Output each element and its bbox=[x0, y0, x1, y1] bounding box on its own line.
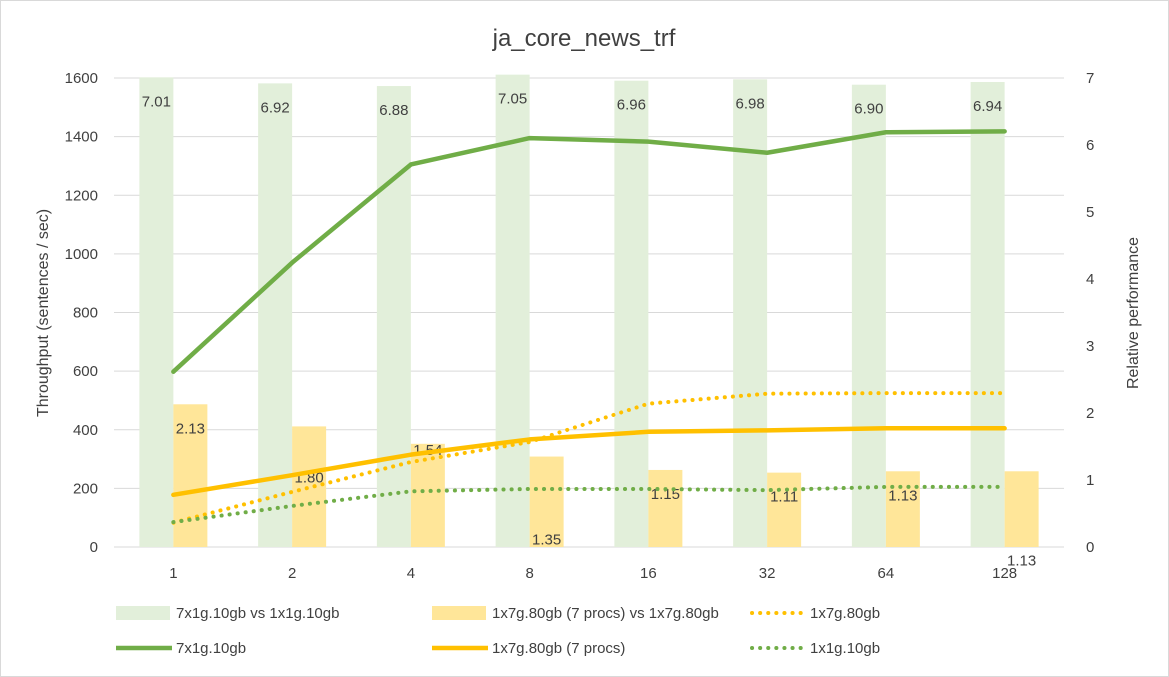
series-line bbox=[171, 129, 1007, 374]
legend-item: 1x7g.80gb (7 procs) bbox=[432, 640, 625, 657]
x-tick-label: 1 bbox=[169, 565, 177, 582]
legend-label: 1x1g.10gb bbox=[810, 640, 880, 657]
bar-speedup-7x1g bbox=[376, 86, 411, 547]
x-tick-label: 128 bbox=[992, 565, 1017, 582]
legend-item: 1x7g.80gb bbox=[750, 605, 880, 622]
y2-tick-label: 2 bbox=[1086, 405, 1094, 422]
y-tick-label: 800 bbox=[73, 305, 98, 322]
y-tick-label: 1400 bbox=[65, 129, 98, 146]
bar-speedup-7x1g bbox=[970, 82, 1005, 548]
chart-title: ja_core_news_trf bbox=[492, 25, 676, 52]
bar-speedup-7x1g bbox=[614, 80, 649, 548]
legend-label: 7x1g.10gb bbox=[176, 640, 246, 657]
x-tick-label: 64 bbox=[878, 565, 895, 582]
bar-speedup-7procs bbox=[292, 426, 327, 547]
series-line-dotted bbox=[171, 391, 1007, 525]
bar-data-label: 2.13 bbox=[176, 420, 205, 437]
y-tick-label: 1000 bbox=[65, 246, 98, 263]
bar-speedup-7procs bbox=[767, 472, 802, 547]
x-axis-ticks: 1 2 4 8 16 32 64 128 bbox=[169, 565, 1017, 582]
y2-tick-label: 1 bbox=[1086, 472, 1094, 489]
y-tick-label: 1600 bbox=[65, 70, 98, 87]
legend-item: 1x7g.80gb (7 procs) vs 1x7g.80gb bbox=[432, 605, 719, 622]
bar-speedup-7x1g bbox=[139, 77, 174, 547]
legend-item: 7x1g.10gb bbox=[116, 640, 246, 657]
y2-axis-label: Relative performance bbox=[1125, 237, 1142, 389]
series-line bbox=[171, 426, 1007, 498]
bar-speedup-7x1g bbox=[258, 83, 293, 548]
bar-speedup-7procs bbox=[1004, 471, 1039, 547]
y-tick-label: 600 bbox=[73, 363, 98, 380]
y2-tick-label: 5 bbox=[1086, 204, 1094, 221]
bars-layer bbox=[139, 74, 1039, 548]
lines-layer bbox=[171, 129, 1007, 525]
bar-data-label: 7.01 bbox=[142, 93, 171, 110]
y-tick-label: 200 bbox=[73, 480, 98, 497]
bar-data-label: 6.94 bbox=[973, 98, 1002, 115]
x-tick-label: 32 bbox=[759, 565, 776, 582]
x-tick-label: 2 bbox=[288, 565, 296, 582]
legend-label: 7x1g.10gb vs 1x1g.10gb bbox=[176, 605, 339, 622]
bar-data-label: 6.96 bbox=[617, 97, 646, 114]
y-axis-label: Throughput (sentences / sec) bbox=[35, 209, 52, 417]
bar-data-label: 1.13 bbox=[888, 487, 917, 504]
y-tick-label: 400 bbox=[73, 422, 98, 439]
legend-item: 7x1g.10gb vs 1x1g.10gb bbox=[116, 605, 339, 622]
legend-label: 1x7g.80gb (7 procs) bbox=[492, 640, 625, 657]
series-line-dotted bbox=[171, 484, 1007, 525]
bar-data-label: 6.98 bbox=[736, 95, 765, 112]
bar-data-label: 1.11 bbox=[770, 489, 798, 506]
bar-data-label: 6.88 bbox=[379, 102, 408, 119]
bar-data-label: 7.05 bbox=[498, 91, 527, 108]
y2-tick-label: 3 bbox=[1086, 338, 1094, 355]
y2-tick-label: 0 bbox=[1086, 539, 1094, 556]
y-tick-label: 0 bbox=[90, 539, 98, 556]
x-tick-label: 4 bbox=[407, 565, 415, 582]
y2-axis-ticks: 0 1 2 3 4 5 6 7 bbox=[1086, 70, 1094, 556]
y2-tick-label: 6 bbox=[1086, 137, 1094, 154]
bar-speedup-7x1g bbox=[495, 74, 530, 548]
y-tick-label: 1200 bbox=[65, 187, 98, 204]
bar-speedup-7procs bbox=[529, 456, 564, 547]
legend: 7x1g.10gb vs 1x1g.10gb 1x7g.80gb (7 procs… bbox=[116, 605, 880, 657]
legend-item: 1x1g.10gb bbox=[750, 640, 880, 657]
bar-speedup-7procs bbox=[885, 471, 920, 547]
bar-speedup-7procs bbox=[173, 404, 208, 547]
x-tick-label: 8 bbox=[525, 565, 533, 582]
bar-data-label: 1.35 bbox=[532, 532, 561, 549]
bar-speedup-7x1g bbox=[733, 79, 768, 547]
bar-data-label: 6.90 bbox=[854, 101, 883, 118]
y2-tick-label: 4 bbox=[1086, 271, 1094, 288]
x-tick-label: 16 bbox=[640, 565, 657, 582]
bar-data-label: 1.13 bbox=[1007, 552, 1036, 569]
legend-swatch bbox=[116, 606, 170, 620]
legend-label: 1x7g.80gb (7 procs) vs 1x7g.80gb bbox=[492, 605, 719, 622]
y-axis-ticks: 0 200 400 600 800 1000 1200 1400 1600 bbox=[65, 70, 98, 556]
bar-data-label: 6.92 bbox=[261, 99, 290, 116]
bar-speedup-7procs bbox=[648, 469, 683, 547]
bar-labels-layer: 7.01 6.92 6.887.05 6.96 6.98 6.90 6.942.131.80… bbox=[142, 91, 1036, 570]
y2-tick-label: 7 bbox=[1086, 70, 1094, 87]
legend-label: 1x7g.80gb bbox=[810, 605, 880, 622]
bar-speedup-7x1g bbox=[851, 84, 886, 547]
legend-swatch bbox=[432, 606, 486, 620]
gridlines bbox=[114, 77, 1064, 548]
